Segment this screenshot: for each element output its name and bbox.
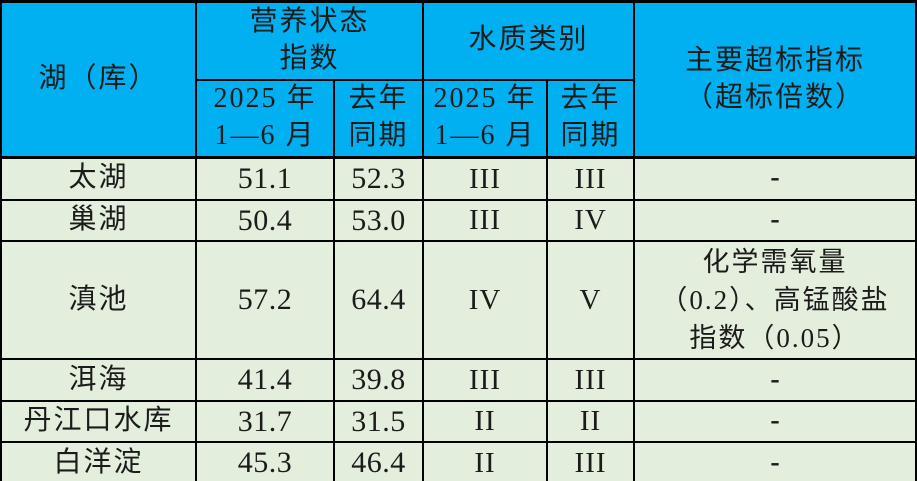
- tsi-current-cell: 57.2: [195, 240, 335, 361]
- table-row-erhai: 洱海 41.4 39.8 III III -: [0, 358, 917, 402]
- table-row-taihu: 太湖 51.1 52.3 III III -: [0, 156, 917, 201]
- exceed-indicator-cell: -: [633, 198, 917, 243]
- column-group-nutrition-index: 营养状态 指数: [194, 0, 425, 81]
- lake-name-cell: 巢湖: [0, 198, 197, 243]
- table-row-baiyangdian: 白洋淀 45.3 46.4 II III -: [0, 441, 917, 481]
- column-header-nutrition-2025: 2025 年 1—6 月: [195, 78, 335, 159]
- wq-last-cell: IV: [546, 198, 636, 243]
- lake-name-cell: 白洋淀: [0, 441, 197, 481]
- column-header-exceed-indicators: 主要超标指标 （超标倍数）: [633, 0, 917, 159]
- lake-name-cell: 滇池: [0, 240, 197, 361]
- tsi-current-cell: 31.7: [195, 399, 335, 444]
- wq-last-cell: III: [546, 358, 636, 402]
- exceed-indicator-cell: -: [633, 441, 917, 481]
- tsi-last-cell: 39.8: [332, 358, 425, 402]
- table-row-danjiangkou: 丹江口水库 31.7 31.5 II II -: [0, 399, 917, 444]
- tsi-current-cell: 51.1: [195, 156, 335, 201]
- lake-name-cell: 太湖: [0, 156, 197, 201]
- wq-last-cell: III: [546, 441, 636, 481]
- header-row-periods: 2025 年 1—6 月 去年 同期 2025 年 1—6 月 去年 同期: [1, 78, 916, 159]
- wq-current-cell: III: [422, 358, 549, 402]
- tsi-last-cell: 46.4: [332, 441, 425, 481]
- wq-current-cell: IV: [422, 240, 549, 361]
- exceed-indicator-cell: -: [633, 358, 917, 402]
- lake-name-cell: 丹江口水库: [0, 399, 197, 444]
- column-header-nutrition-last-year: 去年 同期: [332, 78, 425, 159]
- wq-current-cell: II: [422, 441, 549, 481]
- exceed-indicator-cell: 化学需氧量 （0.2）、高锰酸盐 指数（0.05）: [633, 240, 917, 361]
- column-header-lake: 湖（库）: [0, 0, 197, 159]
- table-row-chaohu: 巢湖 50.4 53.0 III IV -: [0, 198, 917, 243]
- wq-current-cell: III: [422, 198, 549, 243]
- exceed-indicator-cell: -: [633, 399, 917, 444]
- tsi-current-cell: 45.3: [195, 441, 335, 481]
- tsi-last-cell: 31.5: [332, 399, 425, 444]
- column-header-quality-2025: 2025 年 1—6 月: [422, 78, 549, 159]
- tsi-current-cell: 41.4: [195, 358, 335, 402]
- tsi-current-cell: 50.4: [195, 198, 335, 243]
- tsi-last-cell: 52.3: [332, 156, 425, 201]
- tsi-last-cell: 53.0: [332, 198, 425, 243]
- wq-last-cell: V: [546, 240, 636, 361]
- tsi-last-cell: 64.4: [332, 240, 425, 361]
- wq-last-cell: II: [546, 399, 636, 444]
- exceed-indicator-cell: -: [633, 156, 917, 201]
- header-row-groups: 湖（库） 营养状态 指数 水质类别 主要超标指标 （超标倍数）: [0, 0, 917, 159]
- column-group-water-quality: 水质类别: [422, 0, 636, 81]
- table-row-dianchi: 滇池 57.2 64.4 IV V 化学需氧量 （0.2）、高锰酸盐 指数（0.…: [0, 240, 917, 361]
- wq-current-cell: II: [422, 399, 549, 444]
- lake-name-cell: 洱海: [0, 358, 197, 402]
- column-header-quality-last-year: 去年 同期: [546, 78, 636, 159]
- wq-current-cell: III: [422, 156, 549, 201]
- wq-last-cell: III: [546, 156, 636, 201]
